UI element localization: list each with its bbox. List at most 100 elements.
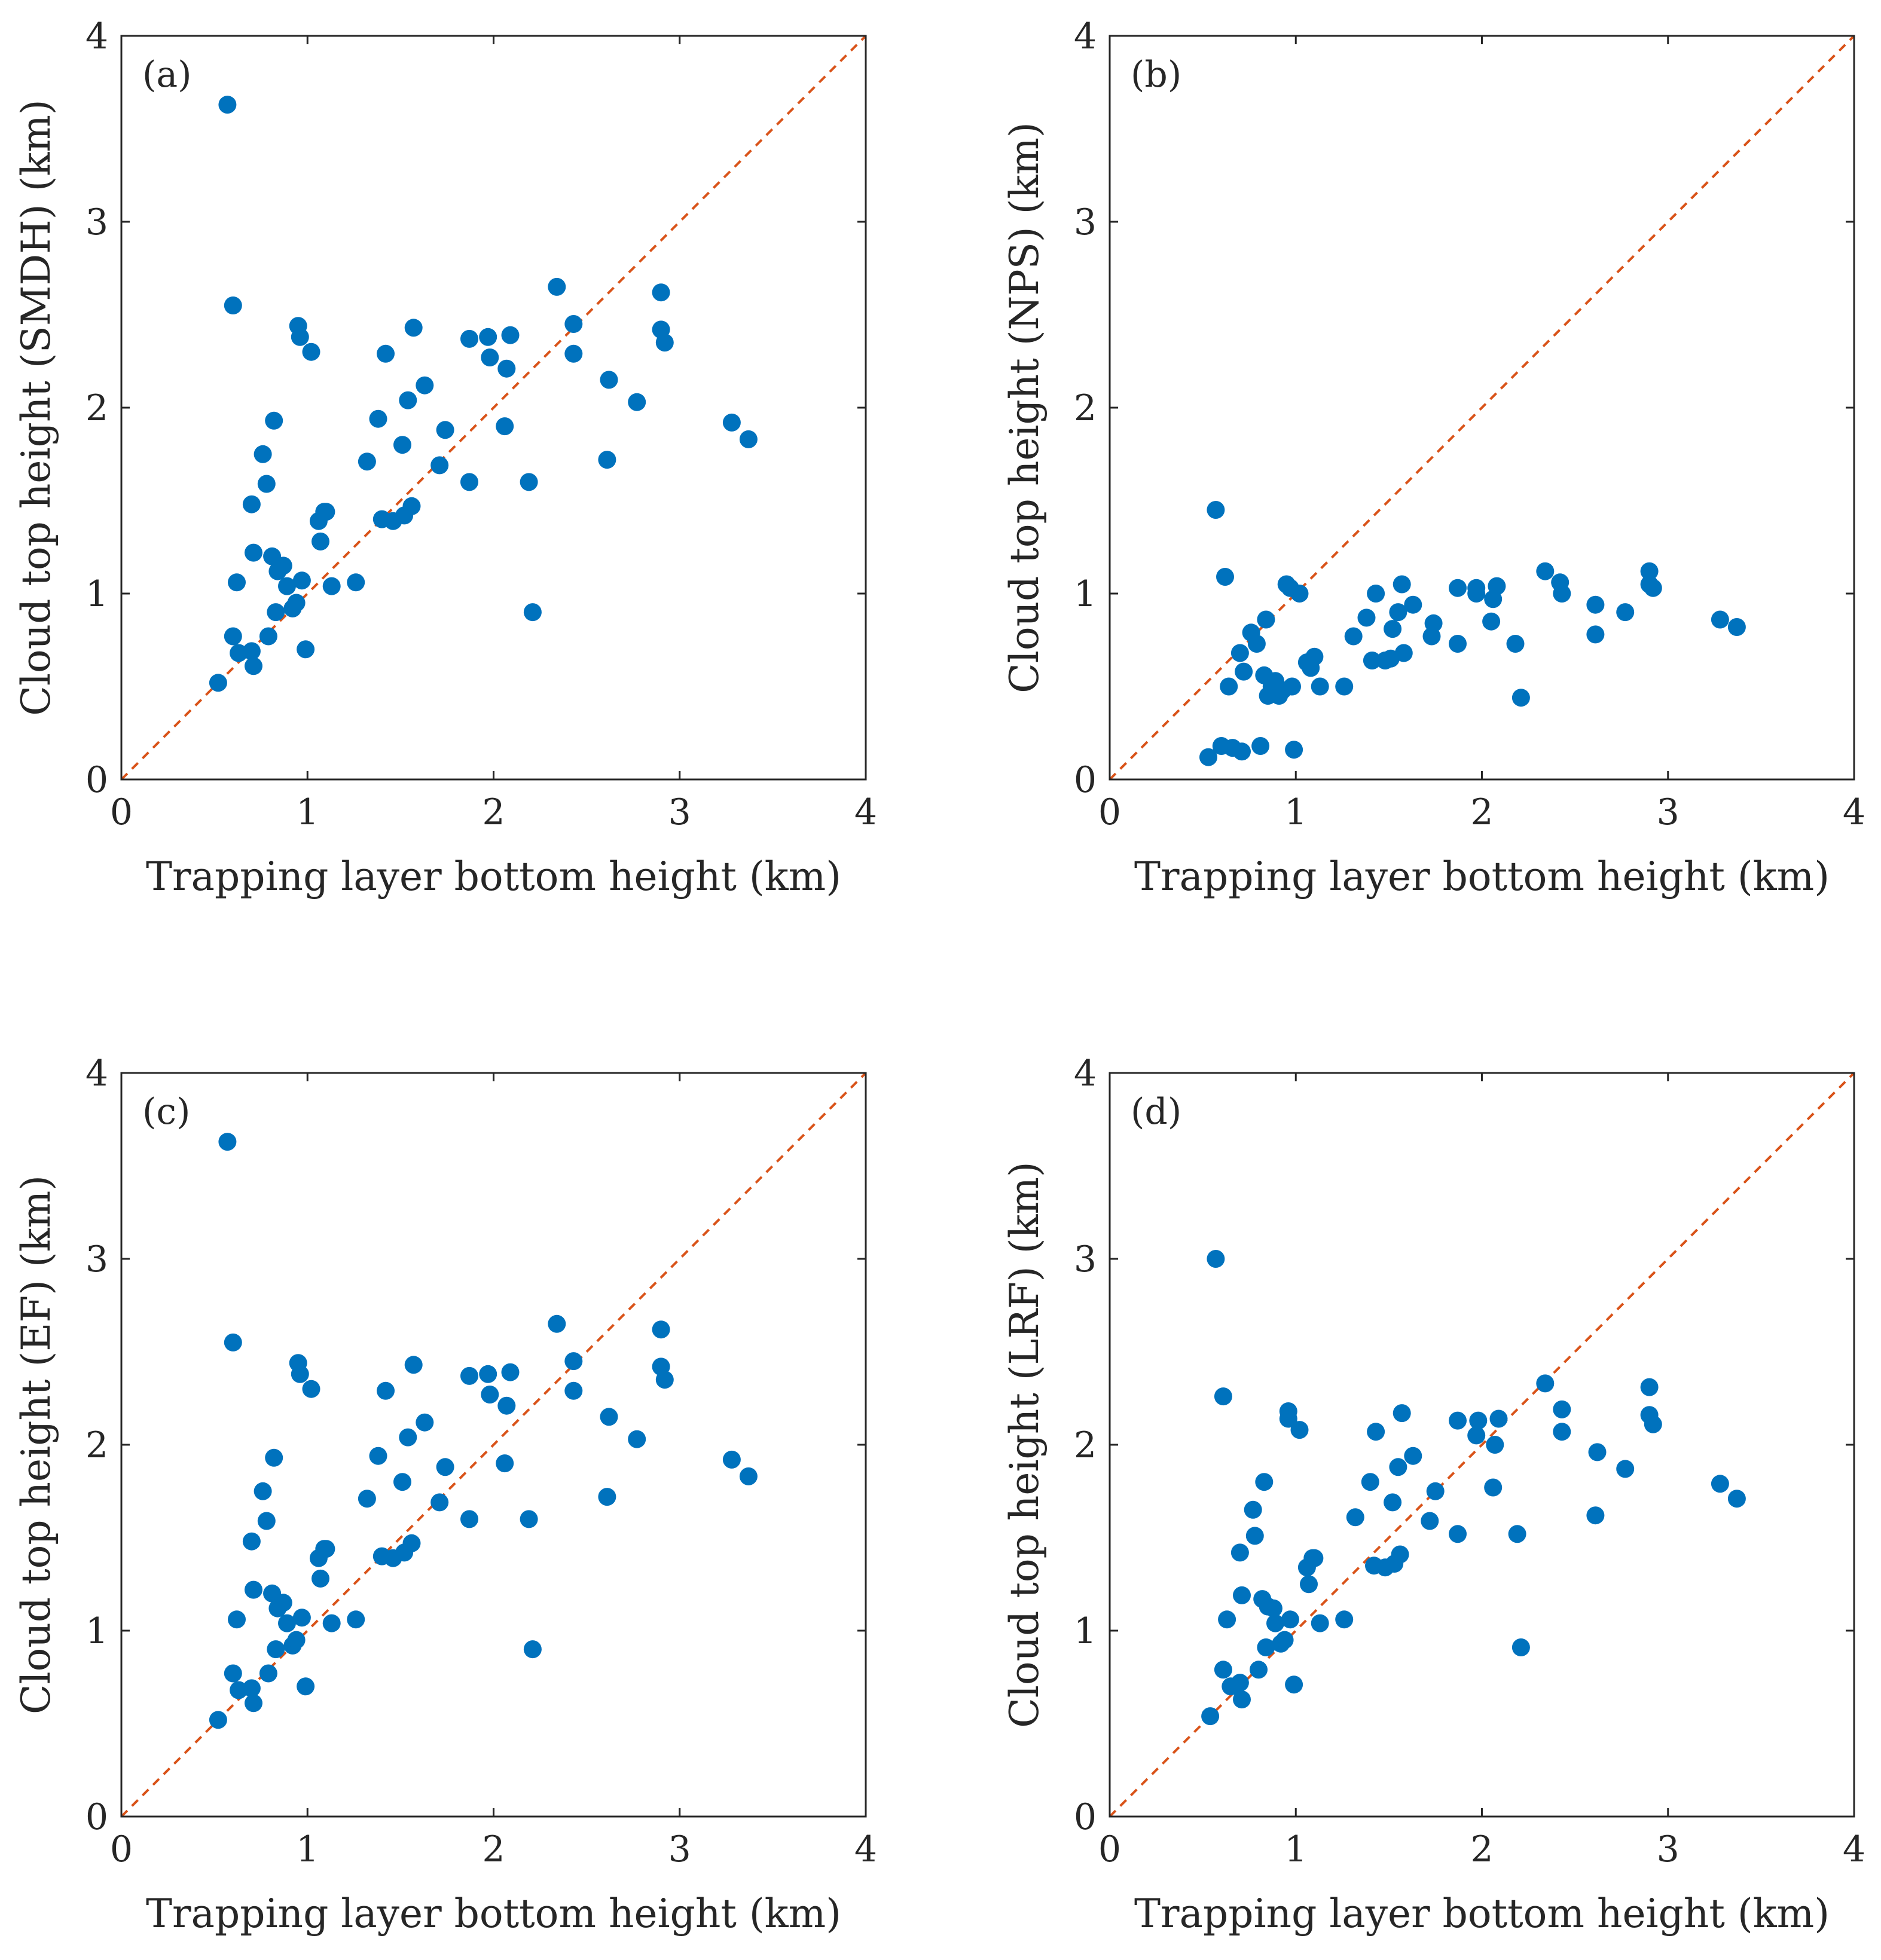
data-point	[377, 344, 395, 363]
data-point	[218, 96, 237, 114]
data-point	[1393, 1404, 1411, 1423]
data-point	[287, 594, 306, 612]
y-axis-label: Cloud top height (EF) (km)	[13, 1175, 59, 1714]
data-point	[259, 1664, 277, 1683]
data-point	[416, 1413, 434, 1432]
data-point	[209, 674, 227, 692]
data-point	[245, 543, 262, 562]
data-point	[1235, 662, 1253, 681]
data-point	[1389, 1458, 1407, 1476]
data-point	[317, 503, 335, 521]
panel-b: 0 1 2 3 4 0 1 2 3 4 (b) Trapping layer bottom heigh…	[1001, 16, 1865, 900]
x-tick-label: 0	[1098, 791, 1121, 833]
data-point	[1199, 748, 1217, 766]
x-axis-label: Trapping layer bottom height (km)	[146, 854, 841, 900]
data-point	[564, 1381, 583, 1400]
data-point	[1449, 1411, 1467, 1430]
data-point	[1588, 1443, 1607, 1461]
data-point	[1247, 635, 1266, 653]
data-point	[481, 348, 499, 366]
data-point	[1711, 1475, 1729, 1493]
data-point	[1482, 612, 1501, 631]
data-point	[1335, 677, 1354, 696]
data-point	[628, 1430, 646, 1448]
x-tick-label: 3	[668, 1828, 691, 1870]
reference-line	[1109, 1072, 1855, 1818]
data-point	[322, 577, 341, 595]
data-point	[267, 1640, 285, 1659]
data-point	[224, 627, 242, 646]
data-point	[1357, 609, 1376, 627]
reference-line	[1109, 35, 1855, 781]
data-point	[739, 430, 758, 448]
data-point	[1361, 1473, 1379, 1491]
data-point	[265, 411, 283, 430]
data-point	[655, 1371, 674, 1389]
data-point	[245, 657, 262, 675]
data-point	[1536, 1374, 1555, 1393]
data-point	[1384, 1493, 1402, 1512]
data-point	[322, 1614, 341, 1632]
data-point	[224, 1333, 242, 1351]
y-axis-label: Cloud top height (LRF) (km)	[1001, 1161, 1048, 1727]
data-point	[254, 445, 272, 463]
panel-label: (c)	[142, 1091, 190, 1133]
data-point	[218, 1133, 237, 1151]
y-axis-label: Cloud top height (NPS) (km)	[1001, 122, 1048, 693]
data-point	[1393, 575, 1411, 594]
panel-a: 0 1 2 3 4 0 1 2 3 4 (a) Trapping layer bottom heigh…	[13, 16, 877, 900]
data-point	[1644, 579, 1662, 597]
data-point	[1467, 579, 1486, 597]
x-tick-label: 2	[1470, 1828, 1493, 1870]
data-point	[1251, 737, 1270, 755]
data-point	[1283, 677, 1301, 696]
data-point	[1305, 1549, 1324, 1567]
data-point	[548, 277, 566, 296]
x-tick-label: 2	[482, 791, 505, 833]
data-point	[460, 1366, 478, 1385]
data-point	[1384, 620, 1402, 638]
reference-line	[120, 1072, 867, 1818]
data-point	[1255, 1473, 1274, 1491]
y-tick-label: 3	[1074, 201, 1097, 243]
data-point	[369, 409, 387, 428]
data-point	[1335, 1610, 1354, 1629]
data-point	[1214, 1387, 1232, 1406]
data-point	[242, 495, 261, 513]
reference-line	[120, 35, 867, 781]
data-point	[436, 1458, 454, 1476]
data-point	[1233, 1690, 1251, 1709]
data-point	[1346, 1508, 1364, 1527]
data-point	[1506, 635, 1525, 653]
y-tick-label: 0	[86, 1796, 108, 1838]
data-point	[358, 1490, 376, 1508]
data-point	[1640, 562, 1659, 580]
data-point	[245, 1694, 262, 1713]
data-point	[1727, 1490, 1746, 1508]
data-point	[523, 1640, 542, 1659]
data-point	[497, 359, 516, 378]
data-point	[1285, 1675, 1303, 1694]
y-tick-label: 4	[86, 1053, 108, 1094]
data-point	[317, 1540, 335, 1558]
data-point	[497, 1396, 516, 1415]
data-point	[1281, 1610, 1299, 1629]
data-point	[600, 1408, 618, 1426]
data-point	[481, 1386, 499, 1404]
y-tick-label: 4	[1074, 16, 1097, 57]
y-tick-label: 1	[1074, 573, 1097, 615]
data-point	[1305, 647, 1324, 666]
data-point	[1449, 579, 1467, 597]
data-point	[1536, 562, 1555, 580]
data-point	[393, 1473, 411, 1491]
data-point	[1486, 1436, 1504, 1454]
data-point	[377, 1381, 395, 1400]
data-point	[1484, 1478, 1503, 1497]
data-point	[1290, 585, 1309, 603]
data-point	[1233, 1586, 1251, 1604]
data-point	[1389, 603, 1407, 622]
data-point	[1201, 1707, 1220, 1726]
data-point	[399, 1428, 417, 1447]
data-point	[1424, 614, 1443, 632]
